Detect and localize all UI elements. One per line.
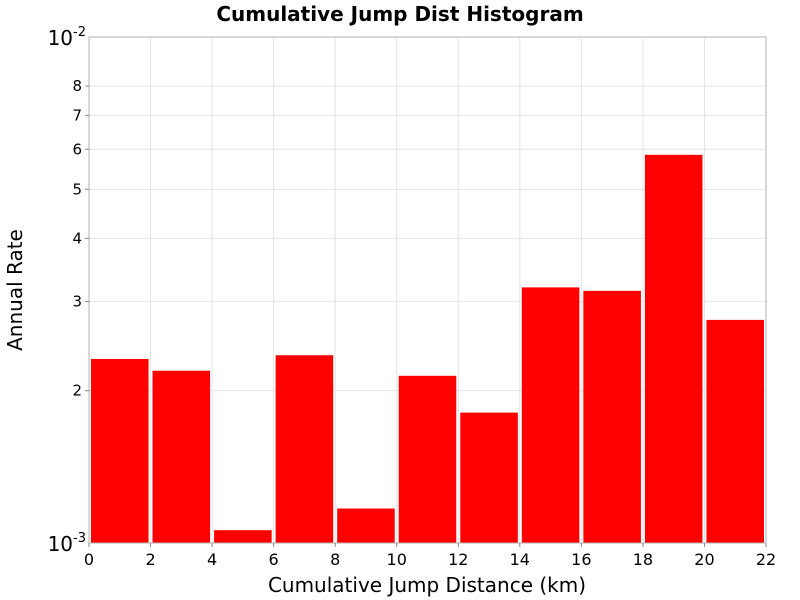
- histogram-bar: [521, 287, 580, 543]
- x-axis-title: Cumulative Jump Distance (km): [268, 573, 586, 597]
- x-tick-label: 14: [510, 550, 530, 569]
- y-axis-title: Annual Rate: [3, 229, 27, 351]
- y-tick-label: 7: [72, 106, 82, 124]
- x-tick-label: 4: [207, 550, 217, 569]
- x-tick-label: 22: [756, 550, 776, 569]
- x-tick-label: 8: [330, 550, 340, 569]
- histogram-bar: [152, 370, 211, 543]
- x-tick-label: 0: [84, 550, 94, 569]
- x-tick-label: 12: [448, 550, 468, 569]
- y-tick-label: 8: [72, 77, 82, 95]
- histogram-bar: [644, 154, 703, 543]
- y-axis-ticks: 2 3 4 5 6 7 8 10-3 10-2: [48, 25, 89, 556]
- histogram-bar: [337, 508, 395, 543]
- y-major-tick-label: 10-3: [48, 531, 86, 556]
- y-tick-label: 5: [72, 180, 82, 198]
- x-axis-ticks: 0 2 4 6 8 10 12 14 16 18 20 22: [84, 543, 776, 569]
- plot-frame: [88, 36, 767, 544]
- y-tick-label: 3: [72, 293, 82, 311]
- bars: [91, 154, 764, 543]
- x-tick-label: 2: [145, 550, 155, 569]
- chart-title: Cumulative Jump Dist Histogram: [216, 2, 583, 26]
- histogram-bar: [460, 412, 518, 543]
- x-tick-label: 16: [571, 550, 591, 569]
- y-tick-label: 2: [72, 382, 82, 400]
- y-tick-label: 4: [72, 229, 82, 247]
- histogram-bar: [583, 290, 641, 543]
- x-tick-label: 6: [269, 550, 279, 569]
- y-major-tick-label: 10-2: [48, 25, 86, 50]
- histogram-bar: [275, 355, 334, 543]
- y-tick-label: 6: [72, 140, 82, 158]
- x-tick-label: 18: [633, 550, 653, 569]
- histogram-bar: [214, 530, 272, 543]
- histogram-bar: [398, 375, 457, 543]
- x-tick-label: 20: [694, 550, 714, 569]
- histogram-bar: [91, 359, 149, 543]
- x-tick-label: 10: [387, 550, 407, 569]
- histogram-bar: [706, 319, 764, 543]
